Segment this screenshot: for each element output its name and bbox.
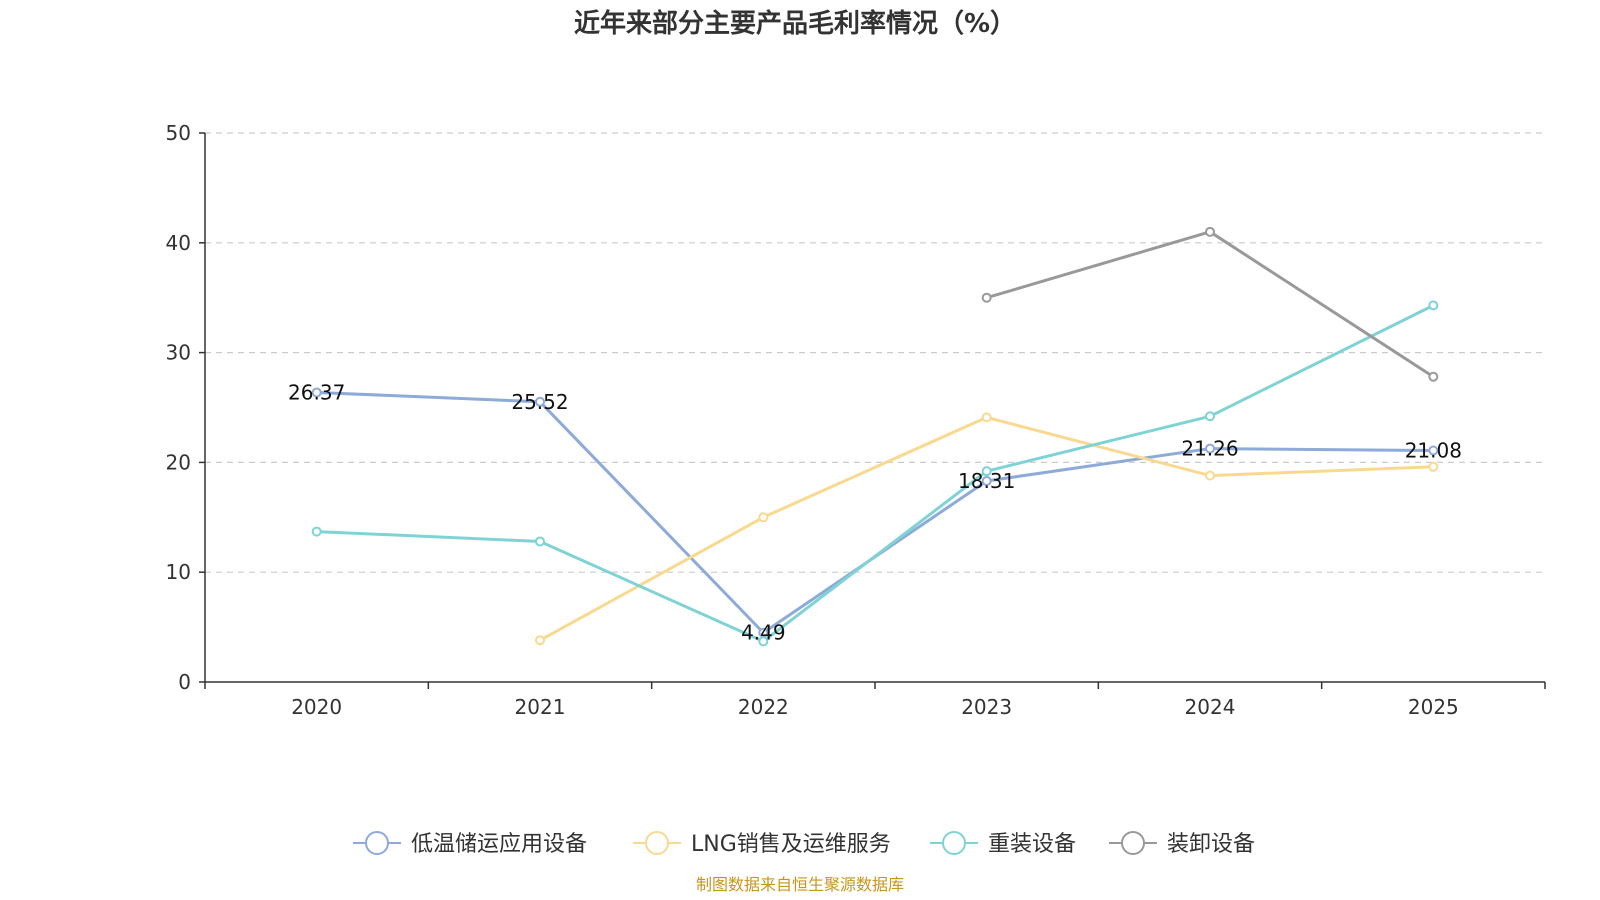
y-tick-label: 20 [166, 450, 191, 474]
y-tick-label: 0 [178, 670, 191, 694]
data-label: 18.31 [958, 469, 1015, 493]
data-point[interactable] [1428, 461, 1439, 472]
data-point[interactable] [311, 387, 322, 398]
legend-marker [942, 831, 966, 855]
legend-marker [1121, 831, 1145, 855]
data-labels: 26.37 25.52 4.49 18.31 21.26 21.08 [288, 380, 1462, 644]
x-tick-label: 2025 [1408, 695, 1459, 719]
data-point[interactable] [1205, 411, 1215, 422]
data-point[interactable] [1205, 470, 1215, 481]
x-tick-label: 2020 [291, 695, 342, 719]
legend-marker [645, 831, 669, 855]
data-point[interactable] [1428, 300, 1439, 311]
data-point[interactable] [1428, 371, 1439, 382]
series-line [986, 230, 1435, 379]
series-line [316, 390, 1434, 635]
x-tick-label: 2022 [738, 695, 789, 719]
data-point[interactable] [758, 512, 769, 523]
data-point[interactable] [1428, 445, 1439, 456]
data-label: 21.26 [1181, 437, 1238, 461]
data-point[interactable] [535, 536, 545, 547]
y-tick-label: 50 [166, 121, 191, 145]
data-point[interactable] [981, 475, 992, 486]
x-tick-label: 2024 [1185, 695, 1236, 719]
legend-label: 重装设备 [988, 832, 1076, 857]
chart-title: 近年来部分主要产品毛利率情况（%） [574, 8, 1016, 39]
data-point[interactable] [758, 636, 769, 647]
data-point[interactable] [535, 396, 545, 407]
legend-item[interactable]: LNG销售及运维服务 [633, 831, 891, 857]
legend-item[interactable]: 装卸设备 [1109, 831, 1255, 857]
source-note: 制图数据来自恒生聚源数据库 [696, 875, 904, 894]
data-label: 4.49 [741, 621, 786, 645]
y-tick-label: 40 [166, 231, 191, 255]
y-tick-label: 10 [166, 560, 191, 584]
legend-item[interactable]: 低温储运应用设备 [353, 831, 587, 857]
data-label: 21.08 [1405, 439, 1462, 463]
data-point[interactable] [1205, 443, 1215, 454]
x-tick-label: 2021 [515, 695, 566, 719]
x-tick-label: 2023 [961, 695, 1012, 719]
data-point[interactable] [981, 466, 992, 477]
legend-item[interactable]: 重装设备 [930, 831, 1076, 857]
data-point[interactable] [981, 412, 992, 423]
legend-label: LNG销售及运维服务 [691, 832, 891, 857]
y-tick-label: 30 [166, 341, 191, 365]
data-point[interactable] [981, 292, 992, 303]
legend-marker [365, 831, 389, 855]
legend[interactable]: 低温储运应用设备 LNG销售及运维服务 重装设备 装卸设备 [353, 831, 1255, 857]
data-point[interactable] [311, 526, 322, 537]
axes: 0 10 20 30 40 50 2020 2021 2022 2023 2024 2025 [166, 121, 1546, 719]
series-lines [311, 226, 1439, 647]
legend-label: 装卸设备 [1167, 832, 1255, 857]
legend-label: 低温储运应用设备 [411, 832, 587, 857]
grid-lines [205, 132, 1545, 573]
data-point[interactable] [1205, 226, 1215, 237]
series-line [316, 304, 1435, 643]
data-point[interactable] [535, 635, 545, 646]
data-label: 25.52 [511, 390, 568, 414]
data-label: 26.37 [288, 380, 345, 404]
